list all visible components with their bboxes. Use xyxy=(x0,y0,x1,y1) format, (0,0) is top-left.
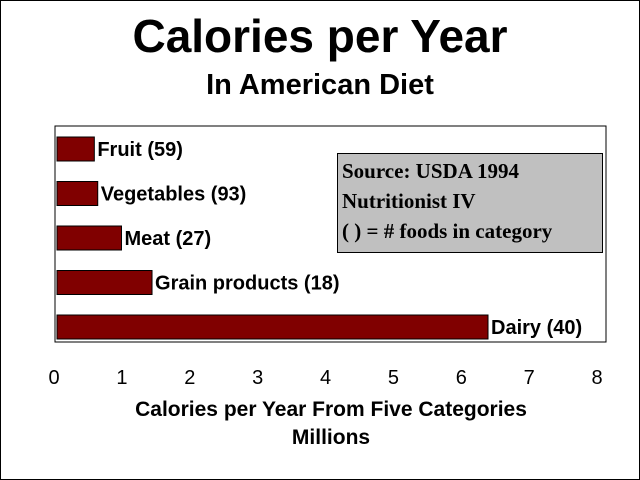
bar-labels-group: Fruit (59) Vegetables (93) Meat (27) Grain … xyxy=(97,139,582,339)
annotation-line-source: Source: USDA 1994 xyxy=(342,159,519,183)
bar-3 xyxy=(56,270,153,295)
annotation-line-software: Nutritionist IV xyxy=(342,189,476,213)
x-tick-label-6: 6 xyxy=(456,367,467,389)
x-tick-label-1: 1 xyxy=(116,367,127,389)
bars-group xyxy=(56,136,489,340)
annotation-line-key: ( ) = # foods in category xyxy=(342,219,553,243)
bar-label-2: Meat (27) xyxy=(124,228,211,250)
chart-subtitle: In American Diet xyxy=(206,69,434,101)
bar-0 xyxy=(56,136,95,162)
bar-label-1: Vegetables (93) xyxy=(101,184,247,206)
x-tick-labels-group: 0 1 2 3 4 5 6 7 8 xyxy=(48,367,602,389)
x-axis-units: Millions xyxy=(291,426,371,449)
x-tick-label-4: 4 xyxy=(320,367,331,389)
bar-2 xyxy=(56,225,122,251)
bar-1 xyxy=(56,181,99,206)
x-tick-label-8: 8 xyxy=(591,367,602,389)
bar-label-0: Fruit (59) xyxy=(97,139,183,161)
x-tick-label-7: 7 xyxy=(524,367,535,389)
bar-4 xyxy=(56,314,489,340)
source-annotation-box: Source: USDA 1994 Nutritionist IV ( ) = … xyxy=(337,153,603,253)
x-tick-label-5: 5 xyxy=(388,367,399,389)
bar-label-4: Dairy (40) xyxy=(491,317,582,339)
chart-title: Calories per Year xyxy=(132,10,508,62)
x-tick-label-3: 3 xyxy=(252,367,263,389)
x-tick-label-2: 2 xyxy=(184,367,195,389)
x-tick-label-0: 0 xyxy=(48,367,59,389)
bar-label-3: Grain products (18) xyxy=(155,273,339,295)
x-axis-label: Calories per Year From Five Categories xyxy=(135,398,527,421)
x-axis-title: Calories per Year From Five Categories M… xyxy=(0,396,640,452)
